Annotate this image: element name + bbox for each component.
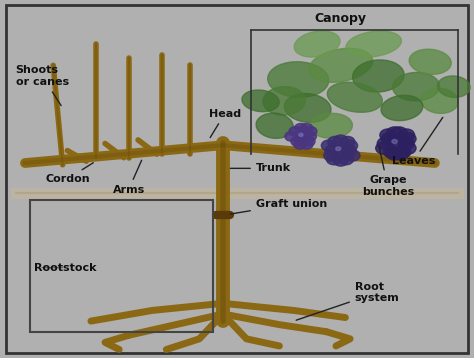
Circle shape: [345, 150, 360, 161]
Ellipse shape: [256, 113, 293, 138]
Circle shape: [297, 132, 310, 141]
Ellipse shape: [268, 62, 329, 97]
Circle shape: [392, 139, 397, 144]
Text: Grape
bunches: Grape bunches: [362, 146, 414, 197]
Ellipse shape: [346, 31, 401, 57]
Circle shape: [333, 135, 348, 146]
Text: Canopy: Canopy: [315, 12, 367, 25]
Circle shape: [294, 124, 307, 133]
Circle shape: [343, 140, 357, 151]
Text: Arms: Arms: [112, 160, 145, 195]
Circle shape: [376, 142, 392, 154]
Circle shape: [304, 127, 317, 136]
Text: Rootstock: Rootstock: [35, 263, 97, 273]
Circle shape: [383, 146, 400, 158]
Circle shape: [304, 132, 317, 141]
Circle shape: [302, 137, 315, 146]
Circle shape: [294, 140, 306, 149]
Circle shape: [392, 148, 409, 160]
Circle shape: [328, 136, 343, 147]
Circle shape: [381, 133, 397, 145]
Ellipse shape: [438, 76, 470, 97]
Text: Cordon: Cordon: [45, 163, 93, 184]
Text: Shoots
or canes: Shoots or canes: [16, 65, 69, 106]
Ellipse shape: [242, 90, 279, 112]
Bar: [30, 200, 213, 332]
Circle shape: [324, 150, 338, 161]
Circle shape: [285, 132, 298, 141]
Circle shape: [333, 145, 348, 156]
Circle shape: [389, 137, 405, 150]
Ellipse shape: [353, 60, 404, 92]
Ellipse shape: [284, 93, 331, 122]
Text: Root
system: Root system: [296, 282, 400, 320]
Ellipse shape: [381, 95, 423, 121]
Text: Trunk: Trunk: [230, 163, 291, 173]
Circle shape: [391, 127, 407, 139]
Ellipse shape: [392, 72, 439, 101]
Circle shape: [400, 142, 416, 154]
Circle shape: [340, 136, 355, 147]
Circle shape: [377, 137, 393, 150]
Circle shape: [327, 154, 341, 165]
Ellipse shape: [263, 87, 305, 115]
Circle shape: [300, 124, 313, 133]
Ellipse shape: [310, 113, 353, 138]
Circle shape: [386, 127, 402, 139]
Circle shape: [398, 137, 414, 150]
Circle shape: [333, 155, 348, 166]
Circle shape: [339, 154, 354, 165]
Circle shape: [399, 129, 415, 141]
Circle shape: [395, 146, 411, 158]
Circle shape: [299, 133, 303, 136]
Ellipse shape: [309, 48, 373, 82]
Circle shape: [325, 145, 340, 156]
Circle shape: [380, 129, 396, 141]
Ellipse shape: [294, 31, 340, 57]
Ellipse shape: [421, 88, 458, 113]
Circle shape: [289, 127, 302, 136]
Circle shape: [321, 140, 336, 151]
Circle shape: [300, 140, 313, 149]
Text: Head: Head: [209, 108, 241, 137]
Circle shape: [341, 145, 356, 156]
Circle shape: [400, 133, 416, 145]
Circle shape: [291, 137, 304, 146]
Ellipse shape: [327, 82, 383, 112]
Circle shape: [336, 147, 341, 151]
Text: Leaves: Leaves: [392, 117, 443, 166]
Circle shape: [386, 148, 402, 160]
Ellipse shape: [409, 49, 451, 74]
Text: Graft union: Graft union: [230, 199, 327, 214]
